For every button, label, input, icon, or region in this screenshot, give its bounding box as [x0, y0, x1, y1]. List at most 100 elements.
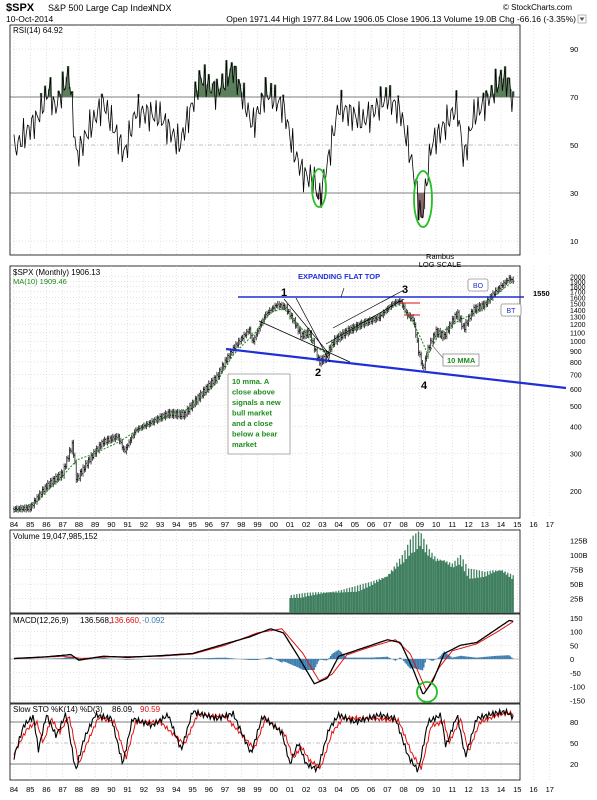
- x-tick-label: 89: [91, 520, 99, 529]
- x-tick-label: 00: [270, 520, 278, 529]
- y-tick-label: 1700: [570, 290, 586, 297]
- y-tick-label: -100: [570, 683, 585, 692]
- x-tick-label: 15: [513, 785, 521, 794]
- note-line: 10 mma. A: [232, 377, 270, 386]
- y-tick-label: 700: [570, 372, 582, 379]
- date-label: 10-Oct-2014: [6, 14, 54, 24]
- x-tick-label: 09: [416, 785, 424, 794]
- x-tick-label: 86: [42, 785, 50, 794]
- y-tick-label: 25B: [570, 595, 583, 604]
- x-tick-label: 14: [497, 785, 505, 794]
- x-tick-label: 99: [253, 785, 261, 794]
- note-line: and a close: [232, 419, 273, 428]
- x-tick-label: 04: [335, 520, 343, 529]
- x-tick-label: 89: [91, 785, 99, 794]
- macd-legend-value: 136.568,: [80, 616, 111, 625]
- y-tick-label: 600: [570, 387, 582, 394]
- rsi-line: [13, 60, 514, 221]
- y-tick-label: 400: [570, 425, 582, 432]
- x-tick-label: 16: [529, 785, 537, 794]
- symbol-title: $SPX: [6, 2, 35, 14]
- y-tick-label: 200: [570, 489, 582, 496]
- bo-label: BO: [473, 283, 484, 290]
- x-tick-label: 02: [302, 785, 310, 794]
- ma-line: [13, 280, 514, 513]
- x-tick-label: 91: [123, 785, 131, 794]
- volume-panel: [9, 529, 521, 614]
- stoch-legend-name: Slow STO %K(14) %D(3): [13, 705, 103, 714]
- rsi-legend: RSI(14) 64.92: [13, 26, 63, 35]
- x-tick-label: 10: [432, 520, 440, 529]
- title-box: [294, 270, 390, 281]
- y-tick-label: 80: [570, 718, 578, 727]
- x-tick-label: 93: [156, 785, 164, 794]
- bt-label: BT: [507, 308, 517, 315]
- pattern-line: [332, 289, 405, 329]
- grid-lines: [10, 25, 551, 780]
- y-tick-label: 1300: [570, 315, 586, 322]
- copyright-label: © StockCharts.com: [503, 3, 572, 12]
- bo-callout: [467, 278, 489, 292]
- x-tick-label: 98: [237, 520, 245, 529]
- x-tick-label: 98: [237, 785, 245, 794]
- y-tick-label: 1100: [570, 330, 585, 337]
- macd-panel: [9, 613, 521, 704]
- x-tick-label: 13: [481, 785, 489, 794]
- x-tick-label: 93: [156, 520, 164, 529]
- x-tick-label: 13: [481, 520, 489, 529]
- x-tick-label: 12: [464, 785, 472, 794]
- x-tick-label: 08: [399, 520, 407, 529]
- point-4-label: 4: [421, 380, 428, 392]
- x-tick-label: 03: [318, 785, 326, 794]
- x-tick-label: 07: [383, 520, 391, 529]
- stochastic-indicator: [13, 707, 514, 774]
- x-tick-label: 12: [464, 520, 472, 529]
- macd-low-ellipse: [416, 681, 438, 703]
- rsi-indicator: [13, 60, 515, 221]
- x-tick-label: 00: [270, 785, 278, 794]
- note-line: bull market: [232, 409, 273, 418]
- y-tick-label: 900: [570, 349, 582, 356]
- volume-bars: [289, 531, 514, 613]
- x-tick-label: 95: [188, 520, 196, 529]
- x-tick-label: 96: [205, 520, 213, 529]
- x-tick-label: 17: [546, 520, 554, 529]
- x-tick-label: 85: [26, 785, 34, 794]
- x-tick-label: 94: [172, 785, 180, 794]
- y-tick-label: 1800: [570, 284, 586, 291]
- y-tick-label: 20: [570, 760, 578, 769]
- y-tick-label: 30: [570, 189, 578, 198]
- x-tick-label: 06: [367, 785, 375, 794]
- y-tick-label: 50: [570, 739, 578, 748]
- x-tick-label: 96: [205, 785, 213, 794]
- x-tick-label: 04: [335, 785, 343, 794]
- x-tick-label: 95: [188, 785, 196, 794]
- y-tick-label: 500: [570, 404, 582, 411]
- y-tick-label: 75B: [570, 566, 583, 575]
- callout-line: [431, 344, 444, 359]
- stoch-d-line: [13, 709, 514, 770]
- note-line: market: [232, 440, 257, 449]
- x-tick-label: 03: [318, 520, 326, 529]
- chevron-down-icon: [579, 17, 585, 21]
- x-tick-label: 91: [123, 520, 131, 529]
- x-tick-label: 11: [448, 785, 456, 794]
- rsi-low-ellipse: [413, 170, 433, 228]
- y-tick-label: 100B: [570, 551, 588, 560]
- macd-legend-hist: -0.092: [142, 616, 165, 625]
- point-2-label: 2: [315, 367, 321, 379]
- mma-label: 10 MMA: [447, 356, 476, 365]
- x-tick-label: 99: [253, 520, 261, 529]
- y-tick-label: 125B: [570, 537, 588, 546]
- ma-legend: MA(10) 1909.46: [13, 277, 67, 286]
- x-tick-label: 02: [302, 520, 310, 529]
- pattern-line: [283, 298, 331, 356]
- stoch-legend-d: 90.59: [140, 705, 161, 714]
- y-tick-label: 1900: [570, 279, 586, 286]
- lower-trend-line: [225, 347, 567, 390]
- y-tick-label: 1200: [570, 322, 586, 329]
- y-tick-label: 1500: [570, 301, 586, 308]
- quote-line: Open 1971.44 High 1977.84 Low 1906.05 Cl…: [226, 14, 576, 24]
- x-tick-label: 94: [172, 520, 180, 529]
